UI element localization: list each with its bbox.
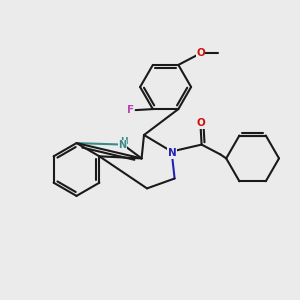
Text: O: O (196, 118, 205, 128)
Text: F: F (127, 105, 134, 115)
Text: O: O (196, 48, 205, 59)
Text: H: H (120, 136, 128, 146)
Text: N: N (118, 140, 127, 150)
Text: N: N (168, 148, 177, 158)
